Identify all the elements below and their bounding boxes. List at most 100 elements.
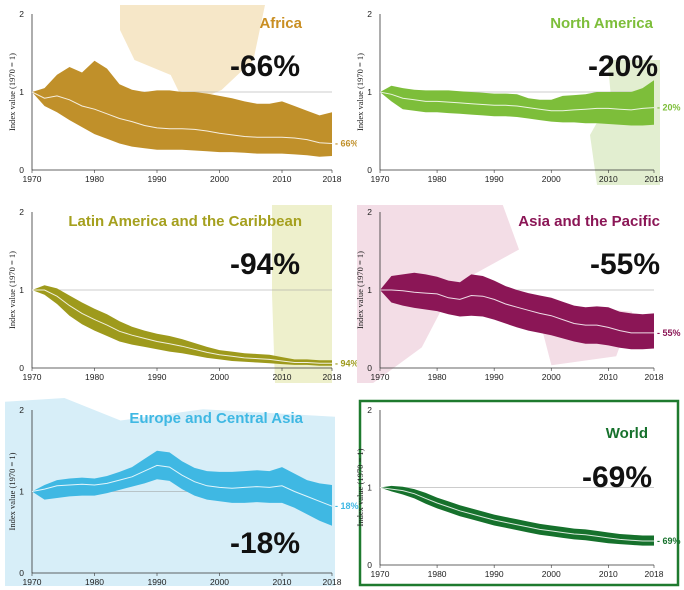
end-value-label: - 66%: [335, 138, 359, 148]
map-shape: [5, 398, 335, 586]
panel-asia-and-the-pacific: 0 1 2 1970 1980 1990 2000 2010 2018 Index value (…: [355, 205, 681, 383]
x-tick-label: 1970: [371, 569, 390, 579]
panel-title: North America: [550, 15, 653, 32]
y-tick-label: 2: [19, 405, 24, 415]
headline-change: -69%: [582, 461, 652, 494]
y-tick-label: 1: [19, 87, 24, 97]
index-line: [380, 289, 654, 334]
x-tick-label: 1980: [428, 569, 447, 579]
panel-title: Asia and the Pacific: [518, 213, 660, 230]
x-tick-label: 1990: [485, 372, 504, 382]
y-axis-title: Index value (1970 = 1): [7, 452, 17, 530]
confidence-band: [32, 450, 332, 526]
panel-title: World: [606, 425, 648, 442]
y-tick-label: 0: [19, 363, 24, 373]
x-tick-label: 2018: [645, 174, 664, 184]
x-tick-label: 1990: [485, 174, 504, 184]
x-tick-label: 2010: [599, 569, 618, 579]
x-tick-label: 1970: [371, 372, 390, 382]
headline-change: -55%: [590, 248, 660, 281]
end-value-label: - 94%: [335, 358, 359, 368]
index-line: [379, 487, 654, 542]
map-shape: [272, 205, 332, 383]
confidence-band: [32, 60, 332, 157]
y-tick-label: 1: [367, 285, 372, 295]
y-tick-label: 2: [367, 405, 372, 415]
y-tick-label: 2: [367, 9, 372, 19]
y-axis-title: Index value (1970 = 1): [7, 53, 17, 131]
x-tick-label: 1970: [23, 372, 42, 382]
x-tick-label: 1980: [428, 372, 447, 382]
confidence-band: [32, 285, 332, 366]
y-tick-label: 2: [19, 207, 24, 217]
x-tick-label: 2010: [599, 372, 618, 382]
panel-africa: 0 1 2 1970 1980 1990 2000 2010 2018 Index value (…: [5, 5, 359, 193]
end-value-label: - 55%: [657, 328, 681, 338]
region-map-silhouette: [120, 5, 265, 105]
x-tick-label: 2000: [542, 569, 561, 579]
y-tick-label: 2: [367, 207, 372, 217]
x-tick-label: 2018: [645, 372, 664, 382]
y-axis-title: Index value (1970 = 1): [7, 251, 17, 329]
x-tick-label: 1980: [85, 372, 104, 382]
y-tick-label: 0: [367, 165, 372, 175]
x-tick-label: 1980: [428, 174, 447, 184]
x-tick-label: 2010: [273, 577, 292, 587]
x-tick-label: 1990: [148, 372, 167, 382]
x-tick-label: 1970: [371, 174, 390, 184]
panel-north-america: 0 1 2 1970 1980 1990 2000 2010 2018 Index value (…: [355, 5, 681, 193]
confidence-band: [380, 80, 654, 126]
panel-world: 0 1 2 1970 1980 1990 2000 2010 2018 Index value (…: [355, 399, 681, 587]
x-tick-label: 1970: [23, 174, 42, 184]
x-tick-label: 2000: [542, 174, 561, 184]
headline-change: -66%: [230, 50, 300, 83]
panel-latin-america-and-the-caribbean: 0 1 2 1970 1980 1990 2000 2010 2018 Index value (…: [7, 205, 359, 383]
x-tick-label: 2010: [273, 174, 292, 184]
index-line: [31, 91, 333, 144]
index-line: [32, 289, 332, 364]
x-tick-label: 2018: [323, 577, 342, 587]
headline-change: -20%: [588, 50, 658, 83]
y-tick-label: 1: [19, 285, 24, 295]
index-line: [379, 91, 655, 112]
y-tick-label: 1: [19, 487, 24, 497]
x-tick-label: 2000: [210, 577, 229, 587]
panel-title: Latin America and the Caribbean: [68, 213, 302, 230]
region-map-silhouette: [5, 398, 335, 586]
x-tick-label: 2018: [323, 174, 342, 184]
index-line: [31, 464, 333, 507]
x-tick-label: 2000: [210, 174, 229, 184]
x-tick-label: 2000: [210, 372, 229, 382]
x-tick-label: 1980: [85, 577, 104, 587]
x-tick-label: 2010: [599, 174, 618, 184]
x-tick-label: 1990: [148, 577, 167, 587]
region-map-silhouette: [272, 205, 332, 383]
map-shape: [120, 5, 265, 105]
y-tick-label: 0: [19, 165, 24, 175]
y-axis-title: Index value (1970 = 1): [355, 251, 365, 329]
end-value-label: - 18%: [335, 501, 359, 511]
panel-europe-and-central-asia: 0 1 2 1970 1980 1990 2000 2010 2018 Index value (…: [5, 398, 359, 587]
panel-title: Africa: [259, 15, 302, 32]
y-tick-label: 0: [367, 363, 372, 373]
confidence-band: [380, 485, 654, 546]
end-value-label: - 20%: [657, 103, 681, 113]
x-tick-label: 1990: [485, 569, 504, 579]
x-tick-label: 1990: [148, 174, 167, 184]
y-tick-label: 1: [367, 87, 372, 97]
headline-change: -18%: [230, 527, 300, 560]
x-tick-label: 2010: [273, 372, 292, 382]
x-tick-label: 2018: [323, 372, 342, 382]
y-tick-label: 0: [19, 568, 24, 578]
panel-title: Europe and Central Asia: [129, 410, 303, 427]
x-tick-label: 2018: [645, 569, 664, 579]
end-value-label: - 69%: [657, 536, 681, 546]
y-axis-title: Index value (1970 = 1): [355, 448, 365, 526]
x-tick-label: 2000: [542, 372, 561, 382]
y-axis-title: Index value (1970 = 1): [355, 53, 365, 131]
y-tick-label: 1: [367, 483, 372, 493]
x-tick-label: 1980: [85, 174, 104, 184]
confidence-band: [380, 272, 654, 350]
y-tick-label: 0: [367, 560, 372, 570]
